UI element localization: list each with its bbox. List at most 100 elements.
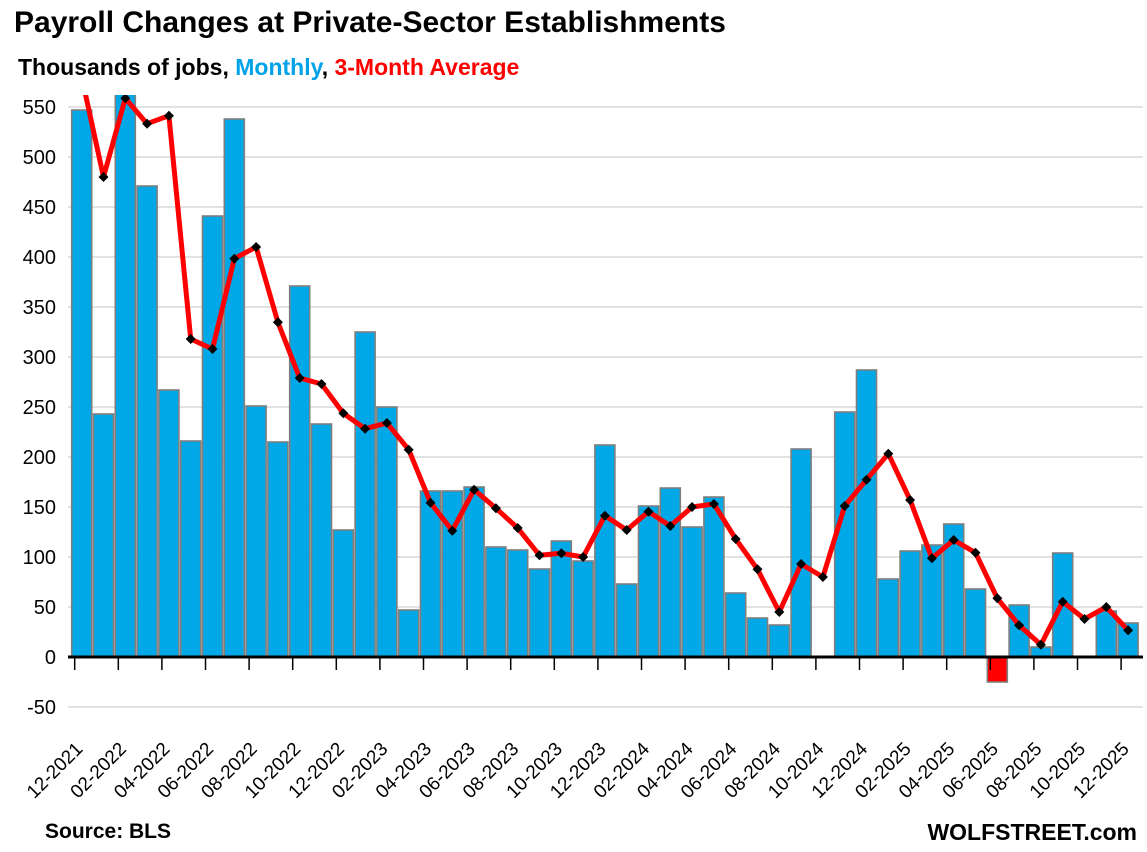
avg-marker-12-2024 <box>861 474 872 485</box>
bar-03-2024 <box>659 487 682 658</box>
bar-12-2021 <box>70 109 93 658</box>
avg-marker-05-2025 <box>970 547 981 558</box>
avg-marker-02-2025 <box>905 495 916 505</box>
bar-02-2024 <box>637 505 660 658</box>
avg-marker-08-2023 <box>512 523 523 533</box>
avg-marker-10-2024 <box>817 572 828 582</box>
subtitle-avg-legend: 3-Month Average <box>334 54 520 80</box>
bar-02-2023 <box>376 406 398 658</box>
avg-marker-06-2023 <box>469 484 480 495</box>
bar-05-2025 <box>964 588 987 658</box>
y-axis-label-350: 350 <box>23 297 56 319</box>
bar-08-2023 <box>506 549 529 658</box>
avg-marker-02-2024 <box>643 506 654 517</box>
bar-05-2022 <box>179 440 202 658</box>
bar-12-2022 <box>332 529 355 658</box>
bar-12-2023 <box>594 444 616 658</box>
bar-11-2022 <box>310 423 333 658</box>
bar-06-2024 <box>724 592 747 658</box>
bar-03-2023 <box>397 609 420 658</box>
bar-03-2022 <box>136 185 158 658</box>
avg-marker-01-2023 <box>360 423 371 434</box>
y-axis-label-550: 550 <box>23 97 56 119</box>
avg-marker-02-2023 <box>381 418 392 428</box>
avg-marker-10-2022 <box>294 373 305 383</box>
y-axis-label--50: -50 <box>27 697 56 719</box>
bar-01-2022 <box>92 413 115 658</box>
avg-marker-09-2025 <box>1057 596 1068 607</box>
avg-marker-11-2023 <box>578 552 589 562</box>
bar-09-2023 <box>528 568 551 658</box>
avg-marker-11-2025 <box>1101 602 1112 612</box>
avg-marker-03-2025 <box>926 553 937 564</box>
y-axis-label-250: 250 <box>23 397 56 419</box>
bar-06-2023 <box>463 486 485 658</box>
subtitle-units: Thousands of jobs, <box>18 54 236 80</box>
avg-marker-11-2022 <box>316 379 327 389</box>
bar-04-2023 <box>419 490 442 658</box>
subtitle-monthly-legend: Monthly <box>235 54 322 80</box>
avg-marker-08-2022 <box>251 242 262 252</box>
avg-line-group <box>77 72 1134 650</box>
y-axis-label-150: 150 <box>23 497 56 519</box>
bar-10-2023 <box>550 540 573 658</box>
avg-marker-02-2022 <box>120 95 131 104</box>
avg-marker-07-2025 <box>1014 620 1025 631</box>
avg-marker-12-2022 <box>338 408 349 419</box>
bar-04-2024 <box>681 526 703 658</box>
avg-marker-04-2025 <box>948 535 959 545</box>
bar-05-2024 <box>703 496 725 658</box>
avg-marker-04-2022 <box>163 110 174 121</box>
source-note: Source: BLS <box>45 820 172 843</box>
avg-marker-01-2025 <box>883 448 894 459</box>
avg-marker-03-2024 <box>665 521 676 531</box>
avg-marker-10-2023 <box>556 548 567 559</box>
avg-marker-12-2023 <box>599 510 610 521</box>
bars-group <box>70 95 1139 683</box>
chart-title: Payroll Changes at Private-Sector Establ… <box>14 6 726 39</box>
y-axis-label-200: 200 <box>23 447 56 469</box>
avg-marker-01-2022 <box>98 172 109 182</box>
bar-01-2025 <box>877 578 900 658</box>
avg-marker-08-2024 <box>774 607 785 617</box>
bar-06-2022 <box>201 215 224 658</box>
avg-marker-06-2024 <box>730 534 741 544</box>
avg-marker-07-2022 <box>229 253 240 264</box>
avg-marker-07-2023 <box>490 503 501 514</box>
avg-marker-08-2025 <box>1035 639 1046 650</box>
avg-marker-03-2022 <box>142 118 153 129</box>
chart-subtitle: Thousands of jobs, Monthly, 3-Month Aver… <box>18 54 519 81</box>
bar-09-2022 <box>267 441 289 658</box>
bar-09-2024 <box>790 448 812 658</box>
avg-marker-12-2021 <box>77 72 87 82</box>
bar-08-2024 <box>768 624 791 658</box>
y-axis-label-500: 500 <box>23 147 56 169</box>
avg-marker-10-2025 <box>1079 614 1090 624</box>
bar-02-2025 <box>899 550 921 658</box>
bar-10-2022 <box>288 285 311 658</box>
avg-marker-07-2024 <box>752 564 763 575</box>
avg-marker-12-2025 <box>1123 625 1134 636</box>
y-axis-label-400: 400 <box>23 247 56 269</box>
avg-marker-05-2023 <box>447 525 458 536</box>
avg-marker-04-2023 <box>425 497 436 508</box>
bar-12-2024 <box>855 369 878 658</box>
y-axis-label-0: 0 <box>45 647 56 669</box>
y-axis-label-50: 50 <box>34 597 56 619</box>
y-axis-label-300: 300 <box>23 347 56 369</box>
avg-marker-11-2024 <box>839 501 850 511</box>
avg-marker-05-2022 <box>185 334 196 344</box>
bar-07-2022 <box>223 118 246 658</box>
y-axis-label-450: 450 <box>23 197 56 219</box>
avg-marker-06-2025 <box>992 593 1003 604</box>
bar-04-2022 <box>158 389 180 658</box>
avg-marker-05-2024 <box>708 499 719 509</box>
bar-01-2023 <box>354 331 376 658</box>
avg-marker-04-2024 <box>687 502 698 512</box>
subtitle-separator: , <box>321 54 335 80</box>
avg-marker-03-2023 <box>403 444 414 455</box>
wolfstreet-brand: WOLFSTREET.com <box>927 819 1137 845</box>
bar-07-2024 <box>746 617 769 658</box>
